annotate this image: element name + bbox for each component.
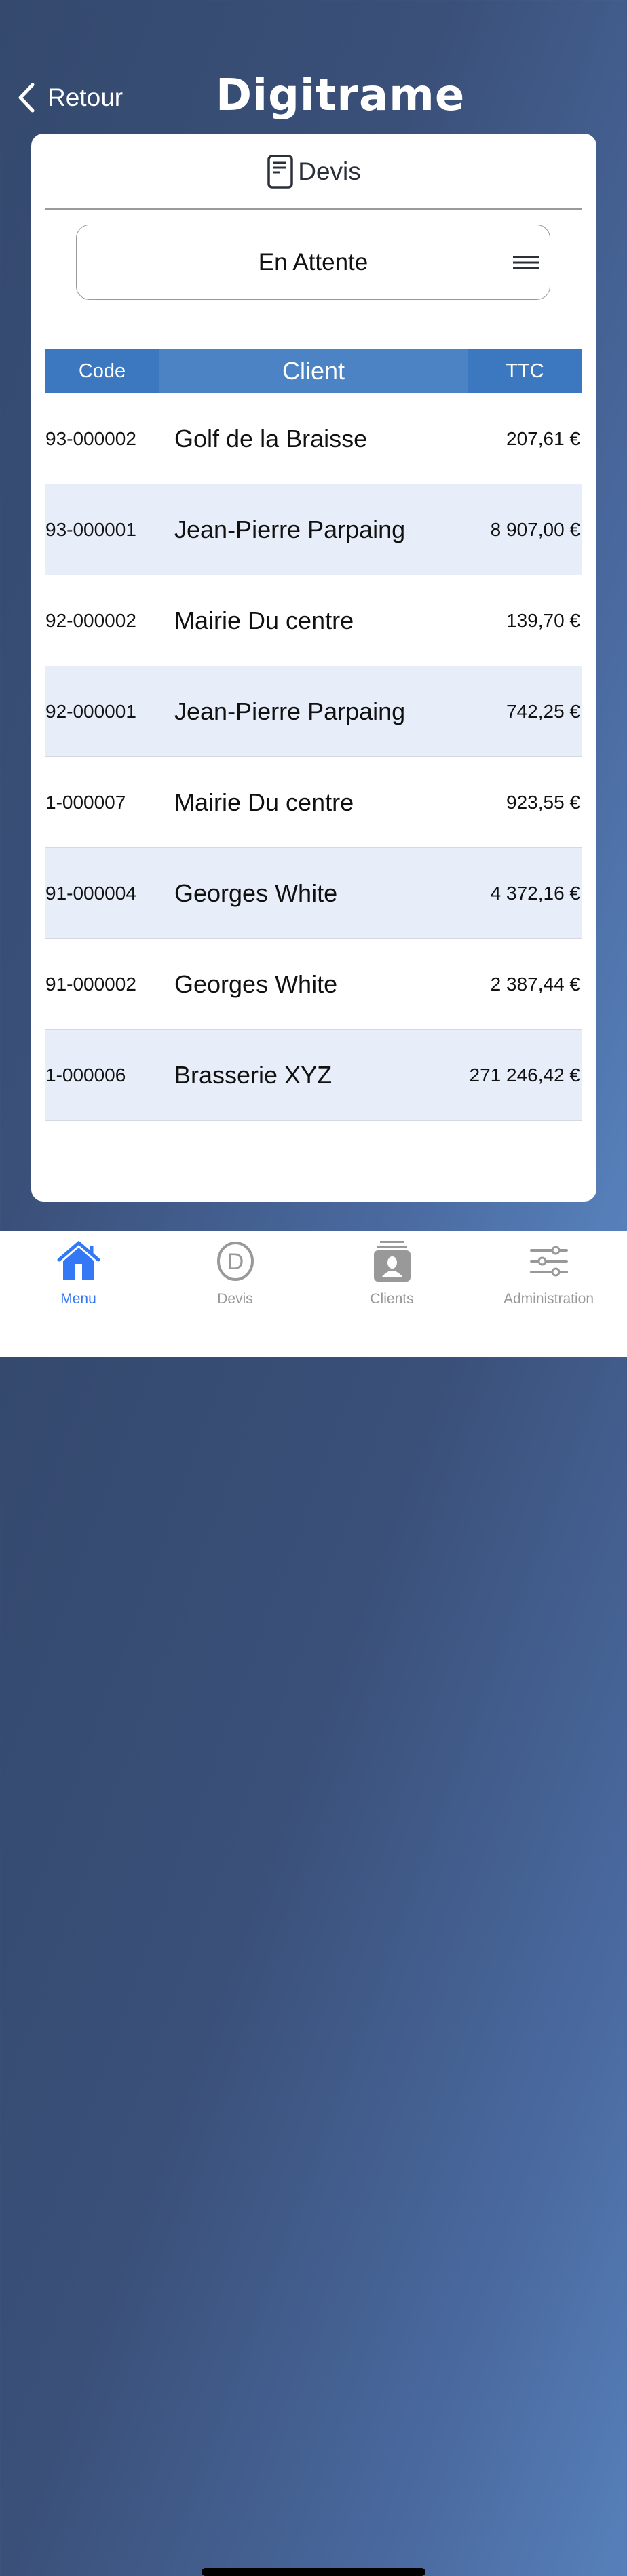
cell-client: Jean-Pierre Parpaing bbox=[174, 697, 406, 725]
cell-code: 1-000007 bbox=[45, 791, 126, 813]
tab-label: Administration bbox=[503, 1291, 594, 1307]
menu-icon bbox=[513, 256, 539, 269]
tab-label: Devis bbox=[217, 1291, 253, 1307]
cell-ttc: 207,61 € bbox=[506, 427, 580, 449]
table-row[interactable]: 93-000001 Jean-Pierre Parpaing 8 907,00 € bbox=[45, 484, 582, 575]
chevron-left-icon bbox=[18, 83, 35, 113]
app-logo: Digitrame bbox=[216, 71, 466, 121]
column-header-client[interactable]: Client bbox=[159, 349, 468, 393]
card-title-text: Devis bbox=[298, 157, 361, 185]
back-button[interactable]: Retour bbox=[18, 83, 123, 113]
cell-ttc: 2 387,44 € bbox=[490, 973, 580, 995]
svg-text:D: D bbox=[227, 1249, 244, 1275]
table-row[interactable]: 92-000002 Mairie Du centre 139,70 € bbox=[45, 575, 582, 666]
cell-ttc: 271 246,42 € bbox=[469, 1064, 581, 1085]
tab-label: Clients bbox=[370, 1291, 414, 1307]
cell-client: Georges White bbox=[174, 969, 338, 998]
cell-code: 92-000002 bbox=[45, 609, 136, 631]
tab-label: Menu bbox=[60, 1291, 96, 1307]
cell-code: 91-000004 bbox=[45, 882, 136, 904]
table-header: Code Client TTC bbox=[45, 349, 582, 393]
tab-bar: Menu D Devis Clients Administration bbox=[0, 1231, 627, 2576]
back-label: Retour bbox=[48, 83, 124, 111]
cell-code: 1-000006 bbox=[45, 1064, 126, 1085]
cell-ttc: 923,55 € bbox=[506, 791, 580, 813]
cell-client: Mairie Du centre bbox=[174, 606, 354, 634]
column-header-ttc[interactable]: TTC bbox=[468, 349, 582, 393]
table-row[interactable]: 92-000001 Jean-Pierre Parpaing 742,25 € bbox=[45, 666, 582, 757]
cell-client: Golf de la Braisse bbox=[174, 424, 368, 453]
sliders-icon bbox=[529, 1246, 568, 1277]
document-icon bbox=[267, 155, 293, 189]
divider bbox=[45, 208, 582, 210]
cell-ttc: 139,70 € bbox=[506, 609, 580, 631]
devis-list: 93-000002 Golf de la Braisse 207,61 €93-00… bbox=[45, 393, 582, 1121]
cell-ttc: 742,25 € bbox=[506, 700, 580, 722]
cell-ttc: 8 907,00 € bbox=[490, 518, 580, 540]
home-icon bbox=[57, 1241, 100, 1280]
cell-client: Brasserie XYZ bbox=[174, 1060, 332, 1089]
cell-client: Jean-Pierre Parpaing bbox=[174, 515, 406, 543]
status-filter-value: En Attente bbox=[258, 248, 368, 275]
table-row[interactable]: 93-000002 Golf de la Braisse 207,61 € bbox=[45, 393, 582, 484]
devis-card: Devis En Attente Code Client TTC 93-0000… bbox=[31, 134, 596, 1202]
card-title: Devis bbox=[31, 154, 596, 189]
table-row[interactable]: 91-000004 Georges White 4 372,16 € bbox=[45, 848, 582, 939]
cell-code: 93-000002 bbox=[45, 427, 136, 449]
cell-code: 92-000001 bbox=[45, 700, 136, 722]
status-filter-dropdown[interactable]: En Attente bbox=[76, 225, 550, 300]
tab-administration[interactable]: Administration bbox=[470, 1241, 627, 1307]
table-row[interactable]: 91-000002 Georges White 2 387,44 € bbox=[45, 939, 582, 1030]
table-row[interactable]: 1-000006 Brasserie XYZ 271 246,42 € bbox=[45, 1030, 582, 1121]
tab-devis[interactable]: D Devis bbox=[157, 1241, 314, 1307]
devis-circle-icon: D bbox=[216, 1242, 254, 1281]
cell-code: 91-000002 bbox=[45, 973, 136, 995]
table-row[interactable]: 1-000007 Mairie Du centre 923,55 € bbox=[45, 757, 582, 848]
column-header-code[interactable]: Code bbox=[45, 349, 159, 393]
cell-client: Mairie Du centre bbox=[174, 788, 354, 816]
tab-clients[interactable]: Clients bbox=[314, 1241, 470, 1307]
cell-ttc: 4 372,16 € bbox=[490, 882, 580, 904]
cell-code: 93-000001 bbox=[45, 518, 136, 540]
contact-card-icon bbox=[373, 1241, 411, 1282]
home-indicator bbox=[202, 2568, 425, 2576]
tab-menu[interactable]: Menu bbox=[0, 1241, 157, 1307]
cell-client: Georges White bbox=[174, 879, 338, 907]
